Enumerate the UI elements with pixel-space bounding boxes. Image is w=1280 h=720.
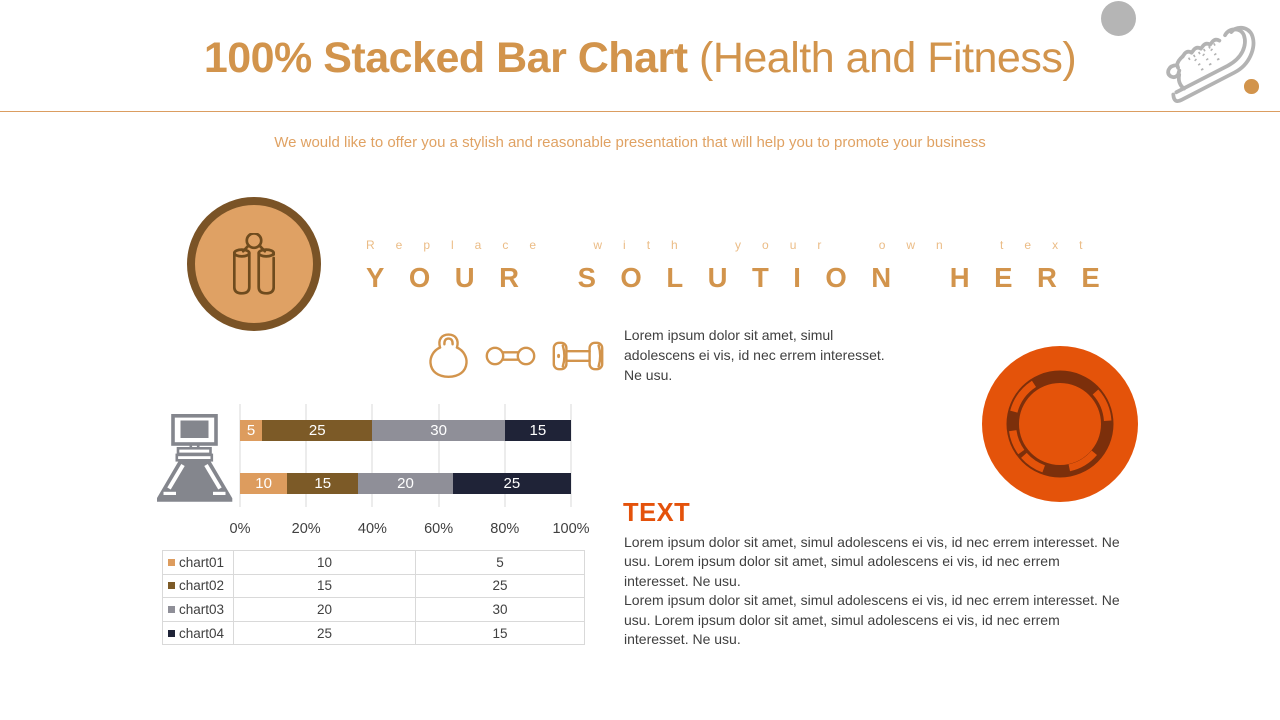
header-divider — [0, 111, 1280, 113]
gridline — [438, 404, 440, 507]
hand-grip-icon — [233, 233, 275, 295]
bar-segment-label: 25 — [308, 422, 326, 439]
table-row: chart02 15 25 — [162, 573, 585, 599]
plate-dumbbell-icon — [552, 341, 604, 376]
bar-segment-chart04: 25 — [452, 473, 571, 494]
value-cell: 25 — [233, 620, 416, 646]
plate-ring-icon — [982, 346, 1138, 507]
value-cell: 15 — [415, 620, 585, 646]
bar-segment-label: 15 — [314, 475, 332, 492]
orange-dot-shape — [1244, 79, 1259, 94]
gridline — [239, 404, 241, 507]
page-title: 100% Stacked Bar Chart (Health and Fitne… — [0, 31, 1280, 85]
bar-segment-label: 15 — [529, 422, 547, 439]
round-dumbbell-icon — [485, 344, 536, 373]
sneaker-icon — [1153, 17, 1280, 138]
x-axis-tick: 0% — [229, 521, 251, 537]
x-axis-tick: 40% — [357, 521, 387, 537]
gridline — [570, 404, 572, 507]
legend-swatch — [168, 558, 175, 566]
value-cell: 5 — [415, 550, 585, 575]
intro-text: Lorem ipsum dolor sit amet, simul adoles… — [624, 327, 885, 384]
legend-cell-chart02: chart02 — [162, 573, 234, 599]
text-section-heading: TEXT — [623, 499, 691, 527]
value-cell: 30 — [415, 597, 585, 622]
bar-segment-chart04: 15 — [504, 420, 571, 441]
bar-segment-chart03: 20 — [358, 473, 453, 494]
table-row: chart03 20 30 — [162, 597, 585, 622]
kicker-text: Replace with your own text — [366, 238, 1104, 252]
gridline — [504, 404, 506, 507]
bar-segment-chart03: 30 — [372, 420, 505, 441]
value-cell: 10 — [233, 550, 416, 575]
x-axis-tick: 100% — [552, 521, 590, 537]
solution-badge — [187, 197, 321, 331]
subtitle: We would like to offer you a stylish and… — [274, 134, 986, 151]
data-table-body: chart01 10 5 chart02 15 25 chart03 20 30 chart04 2… — [162, 550, 585, 646]
bar-segment-label: 20 — [397, 475, 414, 492]
page-title-subtext: (Health and Fitness) — [699, 34, 1077, 82]
bar-segment-label: 25 — [503, 475, 521, 492]
weight-scale-icon — [156, 413, 233, 507]
bar-segment-chart02: 15 — [287, 473, 359, 494]
text-section-body: Lorem ipsum dolor sit amet, simul adoles… — [624, 533, 1124, 649]
bar-segment-chart01: 5 — [240, 420, 263, 441]
gridline — [305, 404, 307, 507]
bar-segment-label: 30 — [430, 422, 447, 439]
legend-cell-chart04: chart04 — [162, 620, 234, 646]
bar-segment-chart01: 10 — [240, 473, 288, 494]
kettlebell-icon — [428, 332, 470, 383]
legend-cell-chart03: chart03 — [162, 597, 234, 622]
value-cell: 15 — [233, 573, 416, 599]
bar-segment-chart02: 25 — [262, 420, 373, 441]
legend-cell-chart01: chart01 — [162, 550, 234, 575]
table-row: chart04 25 15 — [162, 620, 585, 646]
page-title-bold: 100% Stacked Bar Chart — [203, 34, 688, 82]
legend-swatch — [168, 629, 175, 637]
bar-bottom: 10 15 20 25 — [240, 473, 571, 494]
x-axis-tick: 80% — [490, 521, 520, 537]
body-paragraph-1: Lorem ipsum dolor sit amet, simul adoles… — [624, 534, 1120, 589]
data-table: chart01 10 5 chart02 15 25 chart03 20 30 chart04 2… — [162, 550, 585, 646]
table-row: chart01 10 5 — [162, 550, 585, 575]
bar-segment-label: 5 — [246, 422, 256, 439]
value-cell: 25 — [415, 573, 585, 599]
stacked-bar-chart: 5 25 30 15 10 15 20 25 — [239, 404, 572, 507]
legend-swatch — [168, 605, 175, 613]
x-axis: 0% 20% 40% 60% 80% 100% — [230, 521, 590, 541]
bar-top: 5 25 30 15 — [240, 420, 571, 441]
bar-segment-label: 10 — [255, 475, 272, 492]
value-cell: 20 — [233, 597, 416, 622]
gridline — [371, 404, 373, 507]
body-paragraph-2: Lorem ipsum dolor sit amet, simul adoles… — [624, 592, 1120, 648]
gray-circle-shape — [1101, 1, 1136, 36]
x-axis-tick: 20% — [291, 521, 321, 537]
page-title-space — [688, 34, 699, 82]
solution-headline: YOUR SOLUTION HERE — [366, 262, 1125, 293]
x-axis-tick: 60% — [424, 521, 454, 537]
legend-swatch — [168, 582, 175, 590]
